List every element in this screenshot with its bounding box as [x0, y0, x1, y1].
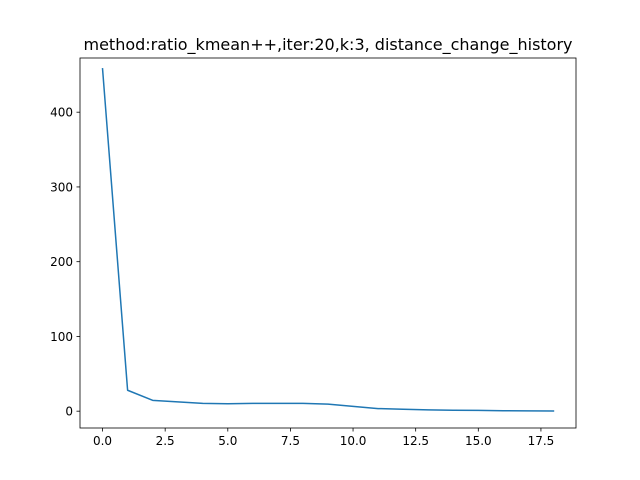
x-tick-label: 10.0: [340, 434, 367, 448]
x-tick-label: 15.0: [465, 434, 492, 448]
y-tick-label: 100: [50, 330, 73, 344]
x-tick-label: 17.5: [528, 434, 555, 448]
y-tick-label: 300: [50, 180, 73, 194]
x-tick-label: 5.0: [218, 434, 237, 448]
x-tick-label: 7.5: [281, 434, 300, 448]
x-tick-label: 0.0: [93, 434, 112, 448]
y-tick-label: 400: [50, 106, 73, 120]
y-tick-label: 0: [65, 405, 73, 419]
x-axis: 0.0 2.5 5.0 7.5 10.0 12.5 15.0 17.5: [93, 428, 554, 448]
plot-area: [79, 57, 577, 429]
y-axis: 0 100 200 300 400: [50, 106, 80, 419]
chart-title: method:ratio_kmean++,iter:20,k:3, distan…: [83, 35, 572, 55]
x-tick-label: 12.5: [402, 434, 429, 448]
x-tick-label: 2.5: [156, 434, 175, 448]
series-group: [101, 68, 555, 412]
y-tick-label: 200: [50, 255, 73, 269]
